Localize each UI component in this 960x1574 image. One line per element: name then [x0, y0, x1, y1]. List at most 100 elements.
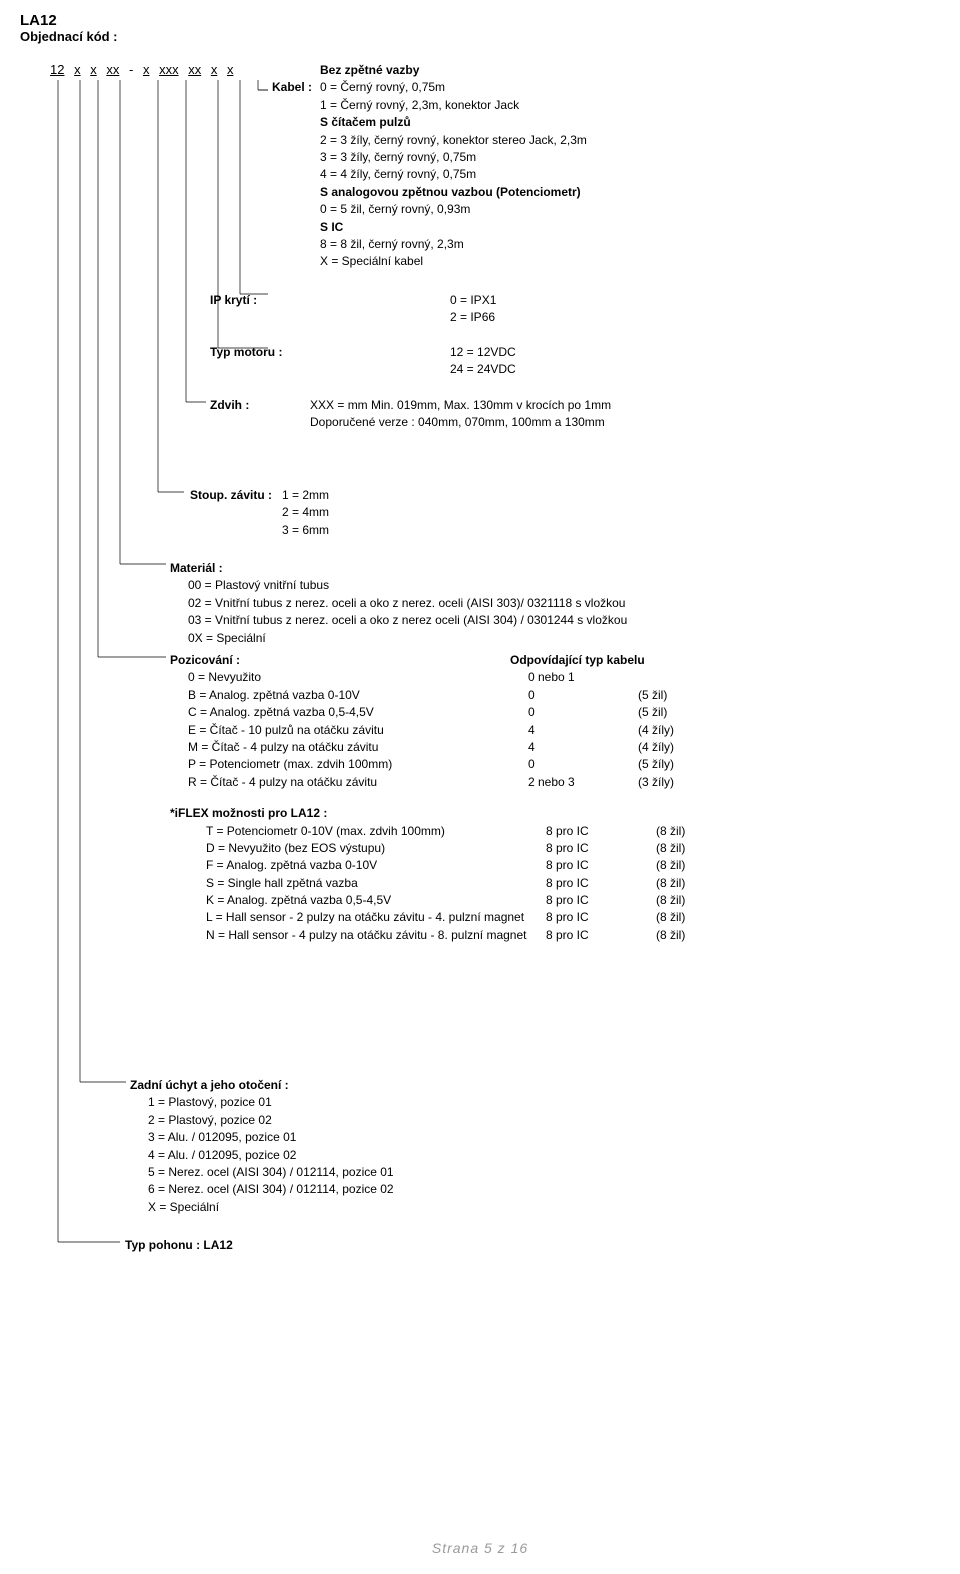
- pozic-row: P = Potenciometr (max. zdvih 100mm)0(5 ž…: [188, 756, 736, 773]
- pozic-r: (4 žíly): [638, 739, 718, 756]
- page-title: LA12: [20, 12, 940, 29]
- pozic-l: E = Čítač - 10 pulzů na otáčku závitu: [188, 722, 528, 739]
- pitch-block: Stoup. závitu : 1 = 2mm 2 = 4mm 3 = 6mm: [190, 487, 329, 539]
- code-row: 12 x x xx - x xxx xx x x: [50, 62, 233, 77]
- zdvih-l0: XXX = mm Min. 019mm, Max. 130mm v krocíc…: [310, 397, 611, 414]
- material-l2: 03 = Vnitřní tubus z nerez. oceli a oko …: [188, 612, 627, 629]
- pozic-row: E = Čítač - 10 pulzů na otáčku závitu4(4…: [188, 722, 736, 739]
- iflex-l: D = Nevyužito (bez EOS výstupu): [206, 840, 546, 857]
- page-footer: Strana 5 z 16: [0, 1540, 960, 1556]
- typ-block: Typ pohonu : LA12: [125, 1237, 233, 1254]
- pitch-l0: 1 = 2mm: [282, 487, 329, 504]
- iflex-row: K = Analog. zpětná vazba 0,5-4,5V8 pro I…: [206, 892, 736, 909]
- iflex-row: L = Hall sensor - 2 pulzy na otáčku závi…: [206, 909, 736, 926]
- pozic-l: C = Analog. zpětná vazba 0,5-4,5V: [188, 704, 528, 721]
- iflex-r: (8 žil): [656, 892, 736, 909]
- pozic-c: 0 nebo 1: [528, 669, 638, 686]
- pozic-l: B = Analog. zpětná vazba 0-10V: [188, 687, 528, 704]
- iflex-row: D = Nevyužito (bez EOS výstupu)8 pro IC(…: [206, 840, 736, 857]
- pozic-c: 4: [528, 722, 638, 739]
- ip-block: IP krytí : 0 = IPX1 2 = IP66: [210, 292, 496, 327]
- iflex-c: 8 pro IC: [546, 927, 656, 944]
- iflex-row: T = Potenciometr 0-10V (max. zdvih 100mm…: [206, 823, 736, 840]
- material-label: Materiál :: [170, 560, 223, 577]
- material-l0: 00 = Plastový vnitřní tubus: [188, 577, 627, 594]
- zadni-block: Zadní úchyt a jeho otočení : 1 = Plastov…: [130, 1077, 394, 1216]
- pozic-row: M = Čítač - 4 pulzy na otáčku závitu4(4 …: [188, 739, 736, 756]
- pozic-c: 4: [528, 739, 638, 756]
- code-p3: xx: [106, 62, 119, 77]
- material-l3: 0X = Speciální: [188, 630, 627, 647]
- pozic-l: P = Potenciometr (max. zdvih 100mm): [188, 756, 528, 773]
- code-p5: xxx: [159, 62, 179, 77]
- pozic-row: R = Čítač - 4 pulzy na otáčku závitu2 ne…: [188, 774, 736, 791]
- pozic-block: Pozicování : Odpovídající typ kabelu 0 =…: [170, 652, 736, 944]
- iflex-l: S = Single hall zpětná vazba: [206, 875, 546, 892]
- pozic-row: 0 = Nevyužito0 nebo 1: [188, 669, 736, 686]
- iflex-r: (8 žil): [656, 857, 736, 874]
- zadni-l3: 4 = Alu. / 012095, pozice 02: [148, 1147, 394, 1164]
- iflex-r: (8 žil): [656, 823, 736, 840]
- kabel-l6: 4 = 4 žíly, černý rovný, 0,75m: [320, 166, 587, 183]
- code-p6: xx: [188, 62, 201, 77]
- pitch-l1: 2 = 4mm: [282, 504, 329, 521]
- material-block: Materiál : 00 = Plastový vnitřní tubus 0…: [170, 560, 627, 647]
- iflex-c: 8 pro IC: [546, 840, 656, 857]
- pozic-l: M = Čítač - 4 pulzy na otáčku závitu: [188, 739, 528, 756]
- pozic-r: (5 žil): [638, 687, 718, 704]
- code-dash: -: [129, 62, 133, 77]
- pozic-right-label: Odpovídající typ kabelu: [510, 652, 645, 669]
- pozic-row: C = Analog. zpětná vazba 0,5-4,5V0(5 žil…: [188, 704, 736, 721]
- zadni-l1: 2 = Plastový, pozice 02: [148, 1112, 394, 1129]
- iflex-l: K = Analog. zpětná vazba 0,5-4,5V: [206, 892, 546, 909]
- kabel-l1: 0 = Černý rovný, 0,75m: [320, 79, 587, 96]
- code-p8: x: [227, 62, 234, 77]
- iflex-c: 8 pro IC: [546, 823, 656, 840]
- iflex-l: L = Hall sensor - 2 pulzy na otáčku závi…: [206, 909, 546, 926]
- kabel-l5: 3 = 3 žíly, černý rovný, 0,75m: [320, 149, 587, 166]
- iflex-l: F = Analog. zpětná vazba 0-10V: [206, 857, 546, 874]
- kabel-l0: Bez zpětné vazby: [320, 62, 587, 79]
- motor-block: Typ motoru : 12 = 12VDC 24 = 24VDC: [210, 344, 516, 379]
- zadni-l2: 3 = Alu. / 012095, pozice 01: [148, 1129, 394, 1146]
- kabel-l3: S čítačem pulzů: [320, 114, 587, 131]
- iflex-c: 8 pro IC: [546, 857, 656, 874]
- iflex-r: (8 žil): [656, 909, 736, 926]
- kabel-l10: 8 = 8 žil, černý rovný, 2,3m: [320, 236, 587, 253]
- code-p0: 12: [50, 62, 64, 77]
- pozic-r: (5 žil): [638, 704, 718, 721]
- motor-l0: 12 = 12VDC: [450, 344, 516, 361]
- pozic-r: (4 žíly): [638, 722, 718, 739]
- pozic-l: R = Čítač - 4 pulzy na otáčku závitu: [188, 774, 528, 791]
- pozic-r: (3 žíly): [638, 774, 718, 791]
- pozic-c: 0: [528, 704, 638, 721]
- iflex-c: 8 pro IC: [546, 909, 656, 926]
- zadni-l5: 6 = Nerez. ocel (AISI 304) / 012114, poz…: [148, 1181, 394, 1198]
- code-p4: x: [143, 62, 150, 77]
- kabel-l11: X = Speciální kabel: [320, 253, 587, 270]
- zadni-l6: X = Speciální: [148, 1199, 394, 1216]
- typ-label: Typ pohonu : LA12: [125, 1237, 233, 1254]
- iflex-row: N = Hall sensor - 4 pulzy na otáčku závi…: [206, 927, 736, 944]
- zdvih-label: Zdvih :: [210, 397, 270, 432]
- zdvih-l1: Doporučené verze : 040mm, 070mm, 100mm a…: [310, 414, 611, 431]
- pitch-l2: 3 = 6mm: [282, 522, 329, 539]
- motor-label: Typ motoru :: [210, 344, 410, 379]
- kabel-l2: 1 = Černý rovný, 2,3m, konektor Jack: [320, 97, 587, 114]
- iflex-c: 8 pro IC: [546, 892, 656, 909]
- order-code-diagram: 12 x x xx - x xxx xx x x Kabel : Bez zpě…: [20, 62, 940, 1512]
- pozic-r: [638, 669, 718, 686]
- code-p7: x: [211, 62, 218, 77]
- iflex-l: N = Hall sensor - 4 pulzy na otáčku závi…: [206, 927, 546, 944]
- iflex-l: T = Potenciometr 0-10V (max. zdvih 100mm…: [206, 823, 546, 840]
- code-p2: x: [90, 62, 97, 77]
- kabel-block: Kabel : Bez zpětné vazby 0 = Černý rovný…: [320, 62, 587, 271]
- kabel-l8: 0 = 5 žil, černý rovný, 0,93m: [320, 201, 587, 218]
- ip-l1: 2 = IP66: [450, 309, 496, 326]
- iflex-r: (8 žil): [656, 840, 736, 857]
- iflex-row: F = Analog. zpětná vazba 0-10V8 pro IC(8…: [206, 857, 736, 874]
- iflex-label: *iFLEX možnosti pro LA12 :: [170, 805, 736, 822]
- pitch-label: Stoup. závitu :: [190, 487, 272, 539]
- motor-l1: 24 = 24VDC: [450, 361, 516, 378]
- kabel-l7: S analogovou zpětnou vazbou (Potenciomet…: [320, 184, 587, 201]
